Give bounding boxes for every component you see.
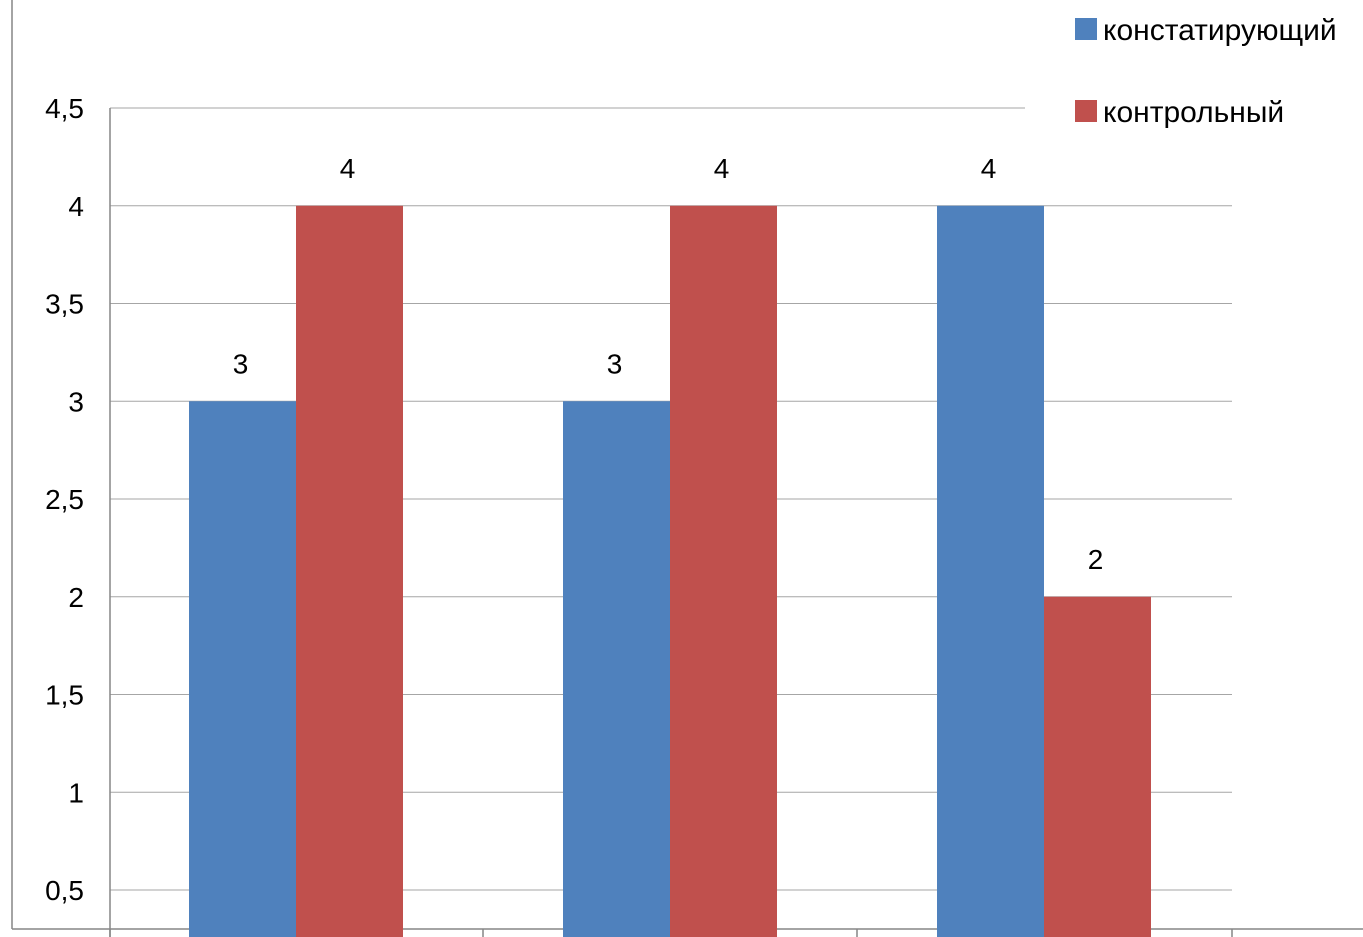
data-label: 4: [981, 153, 997, 184]
y-tick-label: 4: [68, 191, 84, 222]
legend-label-2: контрольный: [1103, 96, 1284, 129]
data-labels: 3 3 4 4 4 2: [233, 153, 1104, 575]
bars: [189, 205, 1151, 937]
y-tick-label: 4,5: [45, 93, 84, 124]
legend-swatch-2: [1075, 100, 1097, 122]
y-tick-label: 3: [68, 386, 84, 417]
bar-series2-cat1: [296, 205, 403, 937]
y-axis-tick-labels: 0,5 1 1,5 2 2,5 3 3,5 4 4,5: [45, 93, 84, 906]
bar-series1-cat1: [189, 401, 296, 937]
y-tick-label: 2: [68, 582, 84, 613]
y-tick-label: 0,5: [45, 875, 84, 906]
bar-series1-cat2: [563, 401, 670, 937]
y-tick-label: 2,5: [45, 484, 84, 515]
legend-swatch-1: [1075, 18, 1097, 40]
y-tick-label: 1: [68, 777, 84, 808]
data-label: 4: [714, 153, 730, 184]
y-tick-label: 3,5: [45, 289, 84, 320]
legend-label-1: констатирующий: [1103, 14, 1337, 47]
data-label: 3: [607, 348, 623, 379]
bar-series1-cat3: [937, 205, 1044, 937]
data-label: 2: [1088, 544, 1104, 575]
y-tick-label: 1,5: [45, 680, 84, 711]
data-label: 3: [233, 348, 249, 379]
data-label: 4: [340, 153, 356, 184]
bar-series2-cat2: [670, 205, 777, 937]
bar-series2-cat3: [1044, 596, 1151, 937]
legend: констатирующий контрольный: [1075, 14, 1337, 129]
